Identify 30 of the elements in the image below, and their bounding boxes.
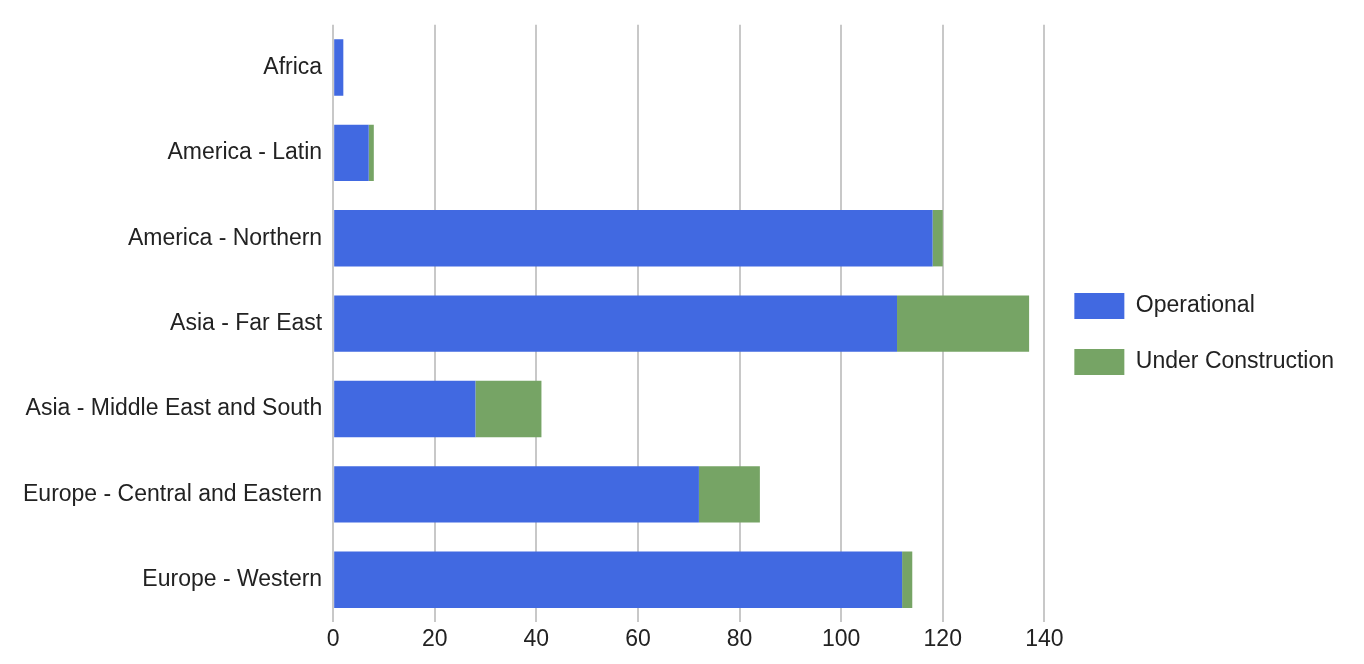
bar	[475, 380, 542, 438]
y-tick-label: Europe - Central and Eastern	[23, 479, 323, 506]
x-tick-label: 120	[923, 624, 962, 651]
y-tick-label: Asia - Far East	[170, 308, 323, 335]
x-tick-label: 100	[821, 624, 861, 651]
x-tick-label: 0	[326, 624, 340, 651]
x-tick-label: 140	[1025, 624, 1064, 651]
bar	[334, 210, 933, 267]
bar	[334, 466, 699, 523]
x-tick-label: 40	[523, 624, 550, 651]
x-tick-label: 60	[625, 624, 651, 651]
y-tick-label: America - Northern	[127, 223, 323, 250]
bar	[334, 295, 898, 352]
bar	[932, 210, 943, 267]
bar	[334, 124, 369, 182]
legend-label: Under Construction	[1135, 347, 1335, 374]
y-tick-label: Asia - Middle East and South	[25, 394, 323, 421]
bar	[334, 39, 344, 96]
y-tick-label: America - Latin	[167, 138, 323, 165]
legend-label: Operational	[1135, 291, 1255, 318]
bar	[902, 551, 913, 608]
x-tick-label: 20	[421, 624, 448, 651]
bar	[334, 551, 903, 608]
bar	[897, 295, 1030, 352]
bar	[334, 380, 476, 438]
bar	[698, 466, 760, 523]
x-tick-label: 80	[726, 624, 753, 651]
bar	[368, 124, 374, 182]
y-tick-label: Africa	[263, 52, 323, 79]
y-tick-label: Europe - Western	[142, 565, 323, 592]
